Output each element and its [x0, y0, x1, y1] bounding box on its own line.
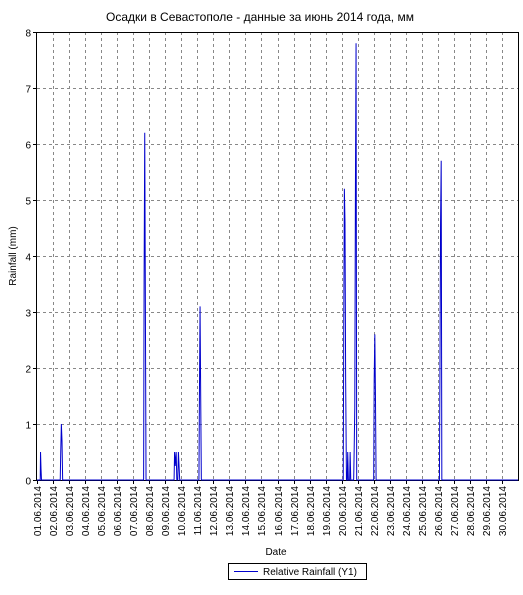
x-tick-label: 19.06.2014	[322, 486, 333, 536]
x-tick-label: 07.06.2014	[129, 486, 140, 536]
x-tick-label: 01.06.2014	[33, 486, 44, 536]
grid	[37, 32, 518, 480]
x-tick-label: 04.06.2014	[81, 486, 92, 536]
chart-title: Осадки в Севастополе - данные за июнь 20…	[106, 10, 414, 24]
x-tick-label: 14.06.2014	[241, 486, 252, 536]
x-tick-label: 22.06.2014	[370, 486, 381, 536]
y-tick-label: 8	[25, 29, 31, 40]
y-tick-label: 7	[25, 85, 31, 96]
x-tick-label: 17.06.2014	[290, 486, 301, 536]
x-tick-label: 02.06.2014	[49, 486, 60, 536]
x-tick-label: 05.06.2014	[97, 486, 108, 536]
legend-box	[228, 563, 367, 580]
x-axis-ticks: 01.06.2014 02.06.2014 03.06.2014 04.06.2014…	[33, 480, 509, 536]
series-line	[37, 43, 518, 481]
x-tick-label: 13.06.2014	[225, 486, 236, 536]
x-tick-label: 12.06.2014	[209, 486, 220, 536]
series-layer	[37, 43, 518, 481]
x-tick-label: 06.06.2014	[113, 486, 124, 536]
x-tick-label: 26.06.2014	[434, 486, 445, 536]
y-axis-ticks: 0 1 2 3 4 5 6 7 8	[25, 29, 37, 488]
x-tick-label: 21.06.2014	[354, 486, 365, 536]
legend: Relative Rainfall (Y1)	[228, 563, 367, 580]
x-tick-label: 10.06.2014	[177, 486, 188, 536]
x-tick-label: 11.06.2014	[193, 486, 204, 536]
x-tick-label: 16.06.2014	[274, 486, 285, 536]
y-tick-label: 2	[25, 365, 31, 376]
x-tick-label: 29.06.2014	[482, 486, 493, 536]
x-tick-label: 24.06.2014	[402, 486, 413, 536]
x-tick-label: 28.06.2014	[466, 486, 477, 536]
x-tick-label: 09.06.2014	[161, 486, 172, 536]
x-tick-label: 25.06.2014	[418, 486, 429, 536]
y-tick-label: 5	[25, 197, 31, 208]
y-tick-label: 0	[25, 477, 31, 488]
y-axis-label: Rainfall (mm)	[8, 226, 19, 285]
legend-label: Relative Rainfall (Y1)	[263, 567, 357, 578]
y-tick-label: 3	[25, 309, 31, 320]
x-tick-label: 15.06.2014	[257, 486, 268, 536]
x-tick-label: 20.06.2014	[338, 486, 349, 536]
x-tick-label: 08.06.2014	[145, 486, 156, 536]
y-tick-label: 6	[25, 141, 31, 152]
x-tick-label: 23.06.2014	[386, 486, 397, 536]
x-tick-label: 03.06.2014	[65, 486, 76, 536]
x-tick-label: 18.06.2014	[306, 486, 317, 536]
y-tick-label: 4	[25, 253, 31, 264]
x-axis-label: Date	[265, 547, 287, 558]
y-tick-label: 1	[25, 421, 31, 432]
x-tick-label: 27.06.2014	[450, 486, 461, 536]
x-tick-label: 30.06.2014	[498, 486, 509, 536]
